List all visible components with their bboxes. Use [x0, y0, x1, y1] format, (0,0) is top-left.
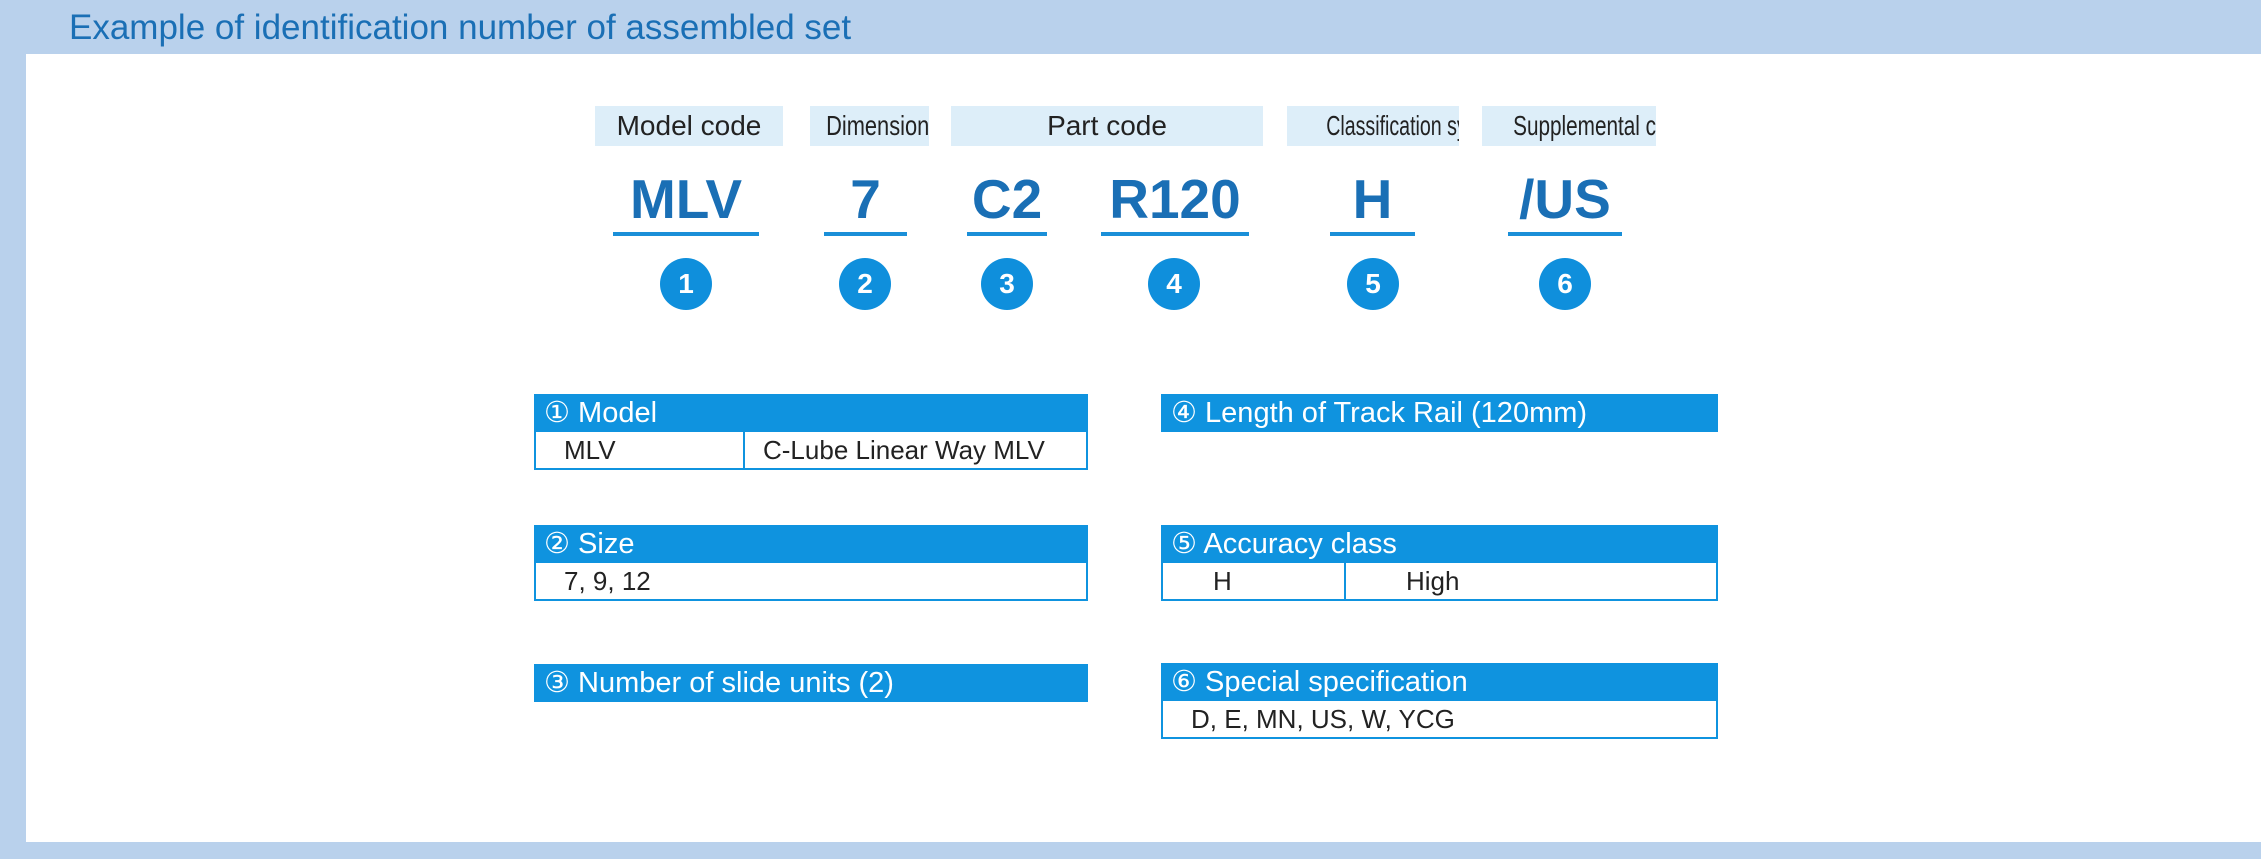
box-row: D, E, MN, US, W, YCG: [1161, 701, 1718, 739]
code: C2: [967, 166, 1047, 236]
number-badge: 6: [1539, 258, 1591, 310]
code: H: [1330, 166, 1415, 236]
box-title: ① Model: [534, 394, 1088, 432]
number-badge: 2: [839, 258, 891, 310]
page-title: Example of identification number of asse…: [69, 8, 852, 47]
spec-box: ⑥ Special specification D, E, MN, US, W,…: [1161, 663, 1718, 739]
label: Part code: [951, 106, 1263, 146]
number-badge: 4: [1148, 258, 1200, 310]
box-row: 7, 9, 12: [534, 563, 1088, 601]
code: 7: [824, 166, 907, 236]
box-title: ③ Number of slide units (2): [534, 664, 1088, 702]
box-title: ④ Length of Track Rail (120mm): [1161, 394, 1718, 432]
spec-box: ③ Number of slide units (2): [534, 664, 1088, 702]
label: Model code: [595, 106, 783, 146]
spec-box: ⑤ Accuracy class H High: [1161, 525, 1718, 601]
code: /US: [1508, 166, 1622, 236]
cell: High: [1344, 563, 1459, 599]
number-badge: 1: [660, 258, 712, 310]
box-row: H High: [1161, 563, 1718, 601]
content-area: [26, 54, 2261, 842]
box-title: ② Size: [534, 525, 1088, 563]
spec-box: ① Model MLV C-Lube Linear Way MLV: [534, 394, 1088, 470]
code: R120: [1101, 166, 1249, 236]
label-text: Classification symbol: [1326, 110, 1459, 141]
label-text: Model code: [616, 110, 762, 141]
cell: C-Lube Linear Way MLV: [743, 432, 1045, 468]
code: MLV: [613, 166, 759, 236]
box-row: MLV C-Lube Linear Way MLV: [534, 432, 1088, 470]
cell: 7, 9, 12: [564, 566, 651, 596]
spec-box: ④ Length of Track Rail (120mm): [1161, 394, 1718, 432]
cell: D, E, MN, US, W, YCG: [1191, 704, 1455, 734]
number-badge: 3: [981, 258, 1033, 310]
cell: MLV: [564, 435, 616, 465]
cell: H: [1213, 566, 1232, 596]
label-text: Dimensions: [826, 110, 929, 141]
spec-box: ② Size 7, 9, 12: [534, 525, 1088, 601]
label-text: Supplemental code: [1513, 110, 1656, 141]
label: Supplemental code: [1482, 106, 1656, 146]
number-badge: 5: [1347, 258, 1399, 310]
box-title: ⑥ Special specification: [1161, 663, 1718, 701]
label: Dimensions: [810, 106, 929, 146]
box-title: ⑤ Accuracy class: [1161, 525, 1718, 563]
label: Classification symbol: [1287, 106, 1459, 146]
label-text: Part code: [1047, 110, 1167, 141]
